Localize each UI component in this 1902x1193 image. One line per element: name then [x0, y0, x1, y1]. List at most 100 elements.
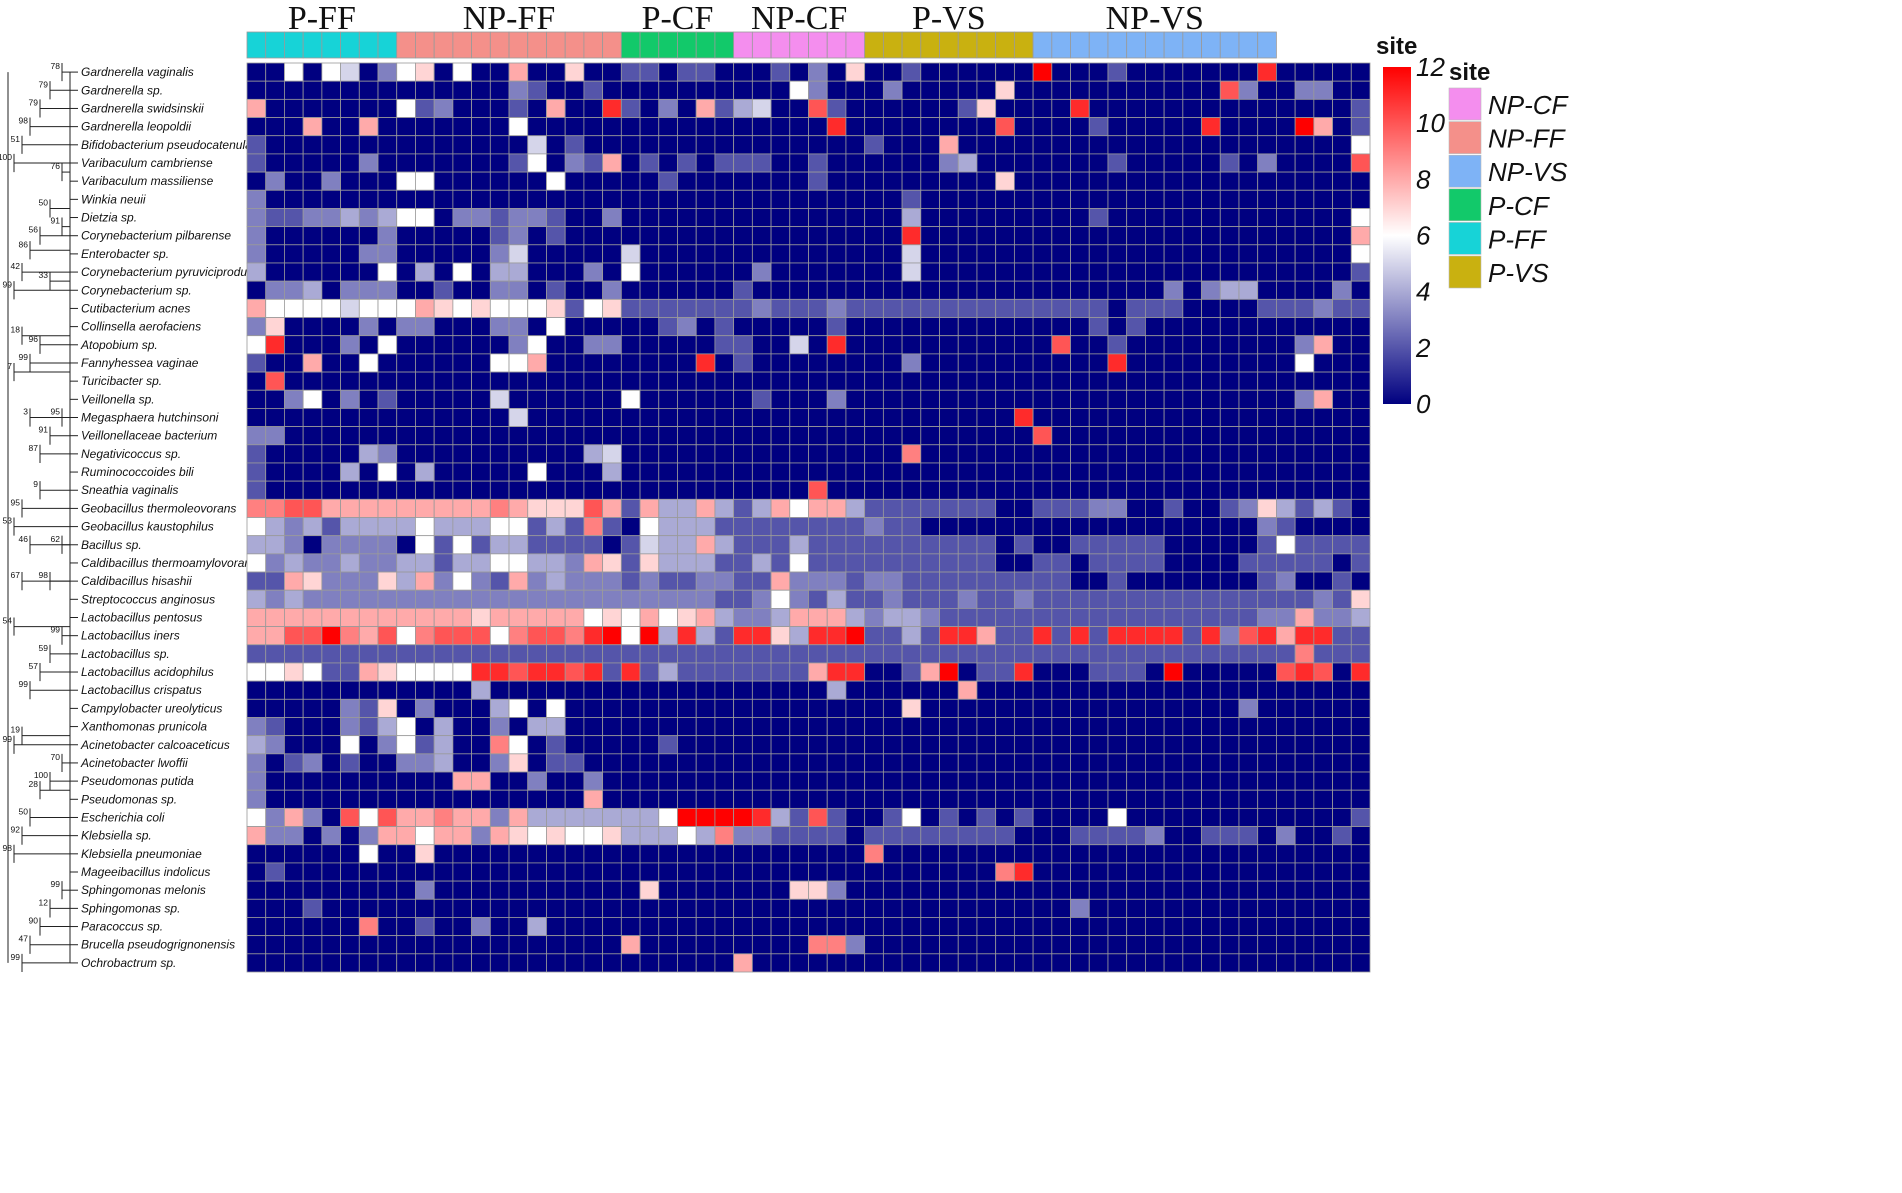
heatmap-cell: [789, 80, 809, 100]
heatmap-cell: [751, 444, 772, 464]
heatmap-cell: [751, 244, 772, 264]
heatmap-cell: [901, 862, 922, 882]
heatmap-cell: [527, 353, 547, 373]
heatmap-cell: [602, 917, 622, 937]
heatmap-cell: [415, 862, 435, 882]
heatmap-cell: [546, 826, 566, 846]
heatmap-cell: [1107, 735, 1128, 755]
heatmap-cell: [845, 789, 866, 809]
heatmap-cell: [995, 735, 1015, 755]
heatmap-cell: [1219, 408, 1240, 428]
heatmap-cell: [1051, 662, 1071, 682]
heatmap-cell: [639, 208, 660, 228]
annotation-cell: [620, 31, 641, 59]
annotation-cell: [864, 31, 884, 59]
heatmap-cell: [1070, 189, 1090, 209]
heatmap-cell: [302, 680, 323, 700]
species-label: Fannyhessea vaginae: [81, 356, 199, 370]
heatmap-cell: [546, 844, 566, 864]
heatmap-cell: [602, 135, 622, 155]
heatmap-cell: [864, 408, 884, 428]
heatmap-cell: [770, 444, 791, 464]
bootstrap-value: 79: [39, 79, 49, 89]
heatmap-cell: [1126, 371, 1146, 391]
heatmap-cell: [284, 80, 304, 100]
heatmap-cell: [508, 208, 529, 228]
heatmap-cell: [340, 517, 360, 537]
heatmap-cell: [920, 662, 940, 682]
heatmap-cell: [527, 317, 547, 337]
heatmap-cell: [808, 298, 828, 318]
heatmap-cell: [1238, 626, 1259, 646]
heatmap-cell: [508, 353, 529, 373]
heatmap-cell: [864, 535, 884, 555]
heatmap-cell: [1276, 153, 1296, 173]
heatmap-cell: [471, 862, 491, 882]
heatmap-cell: [864, 371, 884, 391]
heatmap-cell: [714, 226, 735, 246]
heatmap-cell: [1219, 298, 1240, 318]
heatmap-cell: [1088, 826, 1109, 846]
heatmap-cell: [1201, 298, 1221, 318]
heatmap-cell: [321, 171, 341, 191]
heatmap-cell: [1145, 462, 1165, 482]
heatmap-cell: [677, 644, 697, 664]
heatmap-cell: [246, 244, 267, 264]
heatmap-cell: [826, 280, 847, 300]
heatmap-cell: [677, 826, 697, 846]
heatmap-cell: [564, 680, 585, 700]
heatmap-cell: [695, 298, 716, 318]
heatmap-cell: [770, 62, 791, 82]
heatmap-cell: [1182, 753, 1202, 773]
heatmap-cell: [1182, 898, 1202, 918]
heatmap-cell: [733, 517, 753, 537]
heatmap-cell: [1276, 535, 1296, 555]
heatmap-cell: [1182, 117, 1202, 137]
heatmap-cell: [527, 444, 547, 464]
heatmap-cell: [583, 789, 604, 809]
heatmap-cell: [1294, 262, 1315, 282]
heatmap-cell: [939, 917, 959, 937]
heatmap-cell: [452, 298, 473, 318]
heatmap-cell: [1294, 426, 1315, 446]
heatmap-cell: [620, 80, 641, 100]
heatmap-cell: [826, 262, 847, 282]
heatmap-cell: [284, 280, 304, 300]
heatmap-cell: [265, 298, 285, 318]
heatmap-cell: [1051, 807, 1071, 827]
heatmap-cell: [1088, 753, 1109, 773]
heatmap-cell: [751, 753, 772, 773]
heatmap-cell: [1013, 771, 1034, 791]
heatmap-cell: [920, 389, 940, 409]
heatmap-cell: [658, 680, 678, 700]
heatmap-cell: [845, 153, 866, 173]
heatmap-cell: [583, 953, 604, 973]
heatmap-cell: [976, 626, 997, 646]
heatmap-cell: [1182, 98, 1202, 118]
heatmap-cell: [620, 844, 641, 864]
bootstrap-value: 99: [19, 679, 29, 689]
heatmap-cell: [377, 589, 398, 609]
heatmap-cell: [695, 608, 716, 627]
heatmap-cell: [471, 698, 491, 718]
heatmap-cell: [620, 389, 641, 409]
heatmap-cell: [1163, 571, 1184, 591]
heatmap-cell: [995, 917, 1015, 937]
species-label: Pseudomonas putida: [81, 774, 194, 788]
heatmap-cell: [920, 917, 940, 937]
heatmap-cell: [1350, 244, 1371, 264]
heatmap-cell: [677, 408, 697, 428]
heatmap-cell: [452, 117, 473, 137]
heatmap-cell: [1276, 262, 1296, 282]
heatmap-cell: [564, 844, 585, 864]
heatmap-cell: [396, 771, 416, 791]
legend-swatch: [1448, 154, 1482, 188]
heatmap-cell: [789, 935, 809, 955]
heatmap-cell: [1313, 717, 1333, 737]
species-label: Sneathia vaginalis: [81, 483, 178, 497]
heatmap-cell: [321, 280, 341, 300]
heatmap-cell: [939, 117, 959, 137]
heatmap-cell: [695, 553, 716, 573]
heatmap-cell: [1182, 498, 1202, 518]
heatmap-cell: [321, 62, 341, 82]
